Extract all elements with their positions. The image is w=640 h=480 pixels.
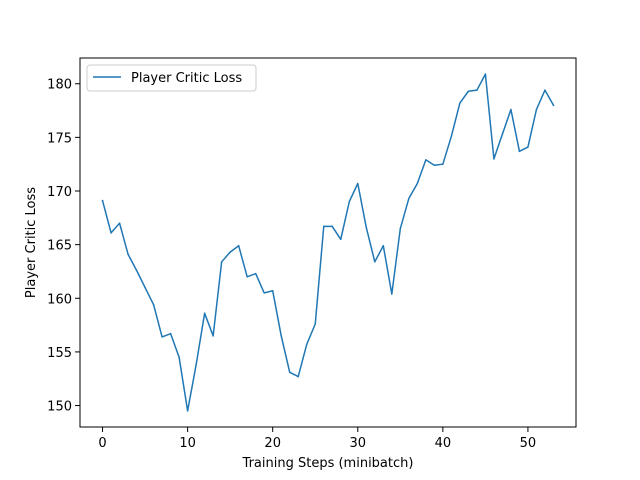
data-point — [203, 312, 206, 315]
y-tick-label: 180 — [47, 78, 72, 93]
axis-ticks: 0 10 20 30 40 50 150 155 160 165 170 175 180 — [47, 78, 536, 451]
data-point — [169, 332, 172, 335]
data-point — [195, 364, 197, 366]
legend-label: Player Critic Loss — [131, 71, 242, 86]
data-point — [433, 164, 436, 167]
plot-area — [101, 73, 555, 412]
data-point — [314, 323, 316, 325]
data-point — [305, 343, 308, 346]
x-tick-label: 30 — [350, 436, 367, 451]
data-point — [501, 133, 504, 135]
data-point — [271, 290, 274, 292]
legend: Player Critic Loss — [86, 64, 257, 92]
data-point — [552, 104, 555, 106]
data-point — [110, 232, 112, 234]
data-point — [408, 197, 410, 200]
data-point — [186, 410, 189, 412]
x-tick-label: 40 — [435, 436, 452, 451]
data-point — [144, 286, 146, 289]
data-point — [510, 108, 512, 111]
data-point — [229, 251, 231, 253]
data-point — [476, 89, 478, 91]
data-point — [101, 199, 104, 202]
data-point — [220, 261, 223, 263]
data-point — [518, 150, 521, 153]
data-point — [135, 269, 138, 272]
data-point — [442, 163, 444, 165]
data-point — [127, 253, 129, 256]
data-point — [340, 238, 342, 241]
data-point — [331, 225, 333, 228]
data-point — [365, 226, 368, 229]
y-tick-label: 160 — [47, 292, 72, 307]
data-point — [263, 292, 265, 294]
data-point — [425, 159, 427, 161]
data-point — [459, 102, 461, 104]
data-point — [399, 227, 402, 230]
data-point — [391, 293, 393, 295]
y-tick-label: 150 — [47, 400, 72, 415]
legend-box — [86, 64, 257, 92]
data-point — [178, 356, 180, 359]
y-tick-label: 155 — [47, 346, 72, 361]
y-axis-label: Player Critic Loss — [24, 187, 39, 298]
data-point — [493, 158, 495, 160]
data-point — [246, 276, 248, 278]
data-point — [357, 182, 359, 185]
y-tick-label: 175 — [47, 131, 72, 146]
x-tick-label: 0 — [98, 436, 106, 451]
data-point — [527, 146, 529, 148]
data-point — [118, 222, 121, 224]
data-point — [544, 89, 546, 91]
data-point — [323, 225, 325, 228]
data-point — [467, 90, 470, 92]
plot-frame — [79, 57, 577, 428]
data-point — [374, 261, 376, 263]
x-tick-label: 50 — [520, 436, 537, 451]
data-point — [535, 108, 538, 111]
data-point — [416, 182, 419, 185]
data-point — [280, 335, 282, 337]
data-point — [161, 336, 163, 338]
data-point — [297, 375, 299, 378]
data-point — [212, 335, 214, 337]
data-point — [382, 244, 385, 247]
series-line — [101, 73, 555, 412]
data-point — [237, 244, 240, 247]
y-tick-label: 165 — [47, 239, 72, 254]
data-point — [288, 371, 291, 374]
data-point — [450, 135, 453, 138]
data-point — [254, 272, 257, 275]
data-point — [152, 303, 155, 306]
data-point — [484, 73, 487, 75]
x-axis-label: Training Steps (minibatch) — [242, 456, 414, 471]
x-tick-label: 20 — [264, 436, 281, 451]
data-point — [348, 200, 351, 203]
x-tick-label: 10 — [179, 436, 196, 451]
y-tick-label: 170 — [47, 185, 72, 200]
